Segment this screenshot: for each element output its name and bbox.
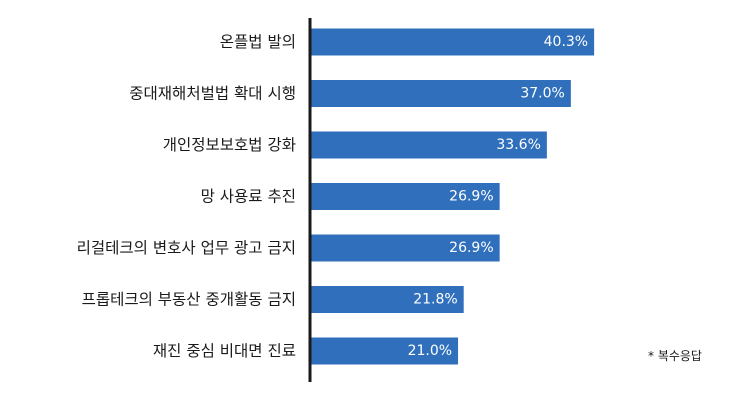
category-label: 리걸테크의 변호사 업무 광고 금지	[77, 239, 296, 257]
bar	[310, 183, 500, 210]
bar	[310, 337, 459, 365]
value-label: 26.9%	[449, 240, 493, 256]
value-label: 26.9%	[449, 189, 493, 205]
bar	[310, 286, 464, 313]
category-label: 개인정보보호법 강화	[163, 136, 296, 154]
bar	[310, 28, 595, 56]
category-label: 재진 중심 비대면 진료	[153, 342, 296, 360]
bar	[310, 80, 571, 107]
category-label: 온플법 발의	[220, 33, 296, 51]
value-label: 40.3%	[544, 34, 588, 50]
footnote: * 복수응답	[648, 349, 702, 363]
bar	[310, 131, 547, 159]
value-label: 21.0%	[408, 343, 452, 359]
value-label: 33.6%	[496, 137, 540, 153]
bars-group	[310, 28, 595, 365]
value-label: 37.0%	[520, 86, 564, 102]
value-labels-group: 40.3% 37.0% 33.6% 26.9% 26.9% 21.8% 21.0%	[408, 34, 589, 359]
value-label: 21.8%	[413, 292, 457, 308]
category-label: 중대재해처벌법 확대 시행	[129, 85, 296, 103]
category-label: 프롭테크의 부동산 중개활동 금지	[82, 291, 296, 309]
category-label: 망 사용료 추진	[201, 188, 296, 206]
bar	[310, 234, 500, 262]
